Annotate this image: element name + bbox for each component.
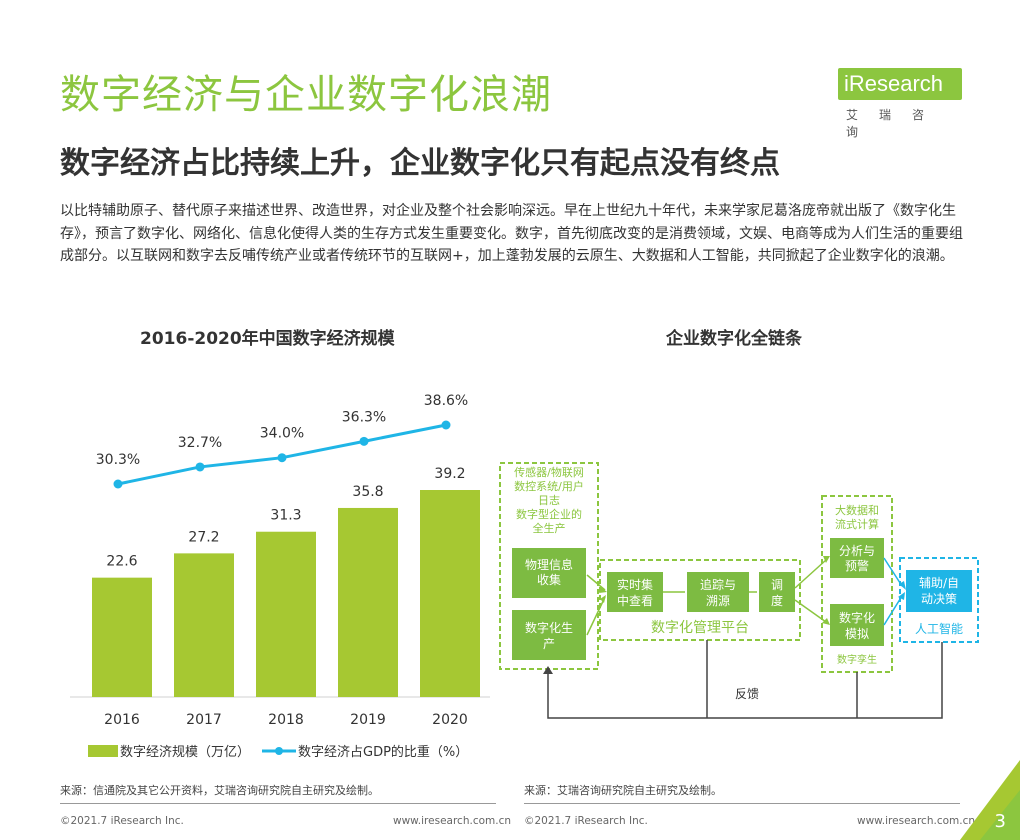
page-title: 数字经济与企业数字化浪潮 [60,72,552,118]
physical-info-line-1: 物理信息 [525,557,573,572]
gdp-share-label-2020: 38.6% [424,393,468,409]
arrow-to-analysis [794,559,827,589]
bar-chart-title: 2016-2020年中国数字经济规模 [140,329,395,349]
simulation-line-1: 数字化 [839,610,875,625]
bar-value-label-2019: 35.8 [352,484,383,500]
x-tick-2016: 2016 [104,712,140,728]
decision-line-2: 动决策 [921,592,957,606]
decision-line-1: 辅助/自 [919,576,959,590]
arrow-to-simulation [794,599,827,623]
arrowhead-produce [600,595,606,603]
realtime-box [607,572,663,612]
logo-cn: 艾瑞咨询 [846,108,946,139]
bar-2019 [338,507,398,697]
gdp-share-point-2016 [113,479,123,489]
feedback-line [547,642,943,719]
ai-label: 人工智能 [915,621,963,636]
arrowhead-analysis-decision [899,581,906,590]
legend-swatch-bars [88,745,118,757]
realtime-line-1: 实时集 [617,577,653,592]
feedback-arrowhead [543,666,553,674]
trace-line-1: 追踪与 [700,577,736,592]
right-divider [524,803,960,804]
sensor-line-4: 数字型企业的 [516,507,582,521]
legend-label-bars: 数字经济规模（万亿） [120,745,250,760]
left-copyright: ©2021.7 iResearch Inc. [60,815,184,827]
x-tick-2019: 2019 [350,712,386,728]
sensor-line-3: 日志 [538,494,560,507]
arrow-simulation-decision [883,595,903,626]
left-source: 来源：信通院及其它公开资料，艾瑞咨询研究院自主研究及绘制。 [60,784,379,797]
arrowhead-simulation-decision [898,592,905,600]
arrowhead-physical [599,587,607,593]
physical-info-line-2: 收集 [537,572,561,587]
page-number: 3 [994,811,1006,832]
page-subtitle: 数字经济占比持续上升，企业数字化只有起点没有终点 [60,146,780,181]
bar-value-label-2018: 31.3 [270,508,301,524]
dispatch-line-2: 度 [771,593,783,608]
gdp-share-point-2018 [277,453,287,463]
bar-2020 [420,490,480,697]
legend-line-marker [275,747,283,755]
digital-production-line-2: 产 [543,637,555,651]
gdp-share-point-2020 [441,420,451,430]
bar-value-label-2017: 27.2 [188,529,219,545]
arrow-produce [586,596,606,636]
physical-info-box [512,548,586,598]
trace-line-2: 溯源 [706,593,730,608]
digital-production-line-1: 数字化生 [525,620,573,635]
chain-diagram: 传感器/物联网 数控系统/用户 日志 数字型企业的 全生产 物理信息 收集 数字… [499,462,979,719]
bigdata-line-1: 大数据和 [835,503,879,517]
sensor-line-1: 传感器/物联网 [514,465,584,479]
diagram-title: 企业数字化全链条 [666,329,802,349]
decision-box [906,570,972,612]
dispatch-line-1: 调 [771,578,783,592]
x-tick-2017: 2017 [186,712,222,728]
digital-production-box [512,610,586,660]
bar-2017 [174,553,234,697]
bigdata-line-2: 流式计算 [835,517,879,531]
platform-group [599,559,801,641]
logo-wordmark: iResearch [838,68,962,100]
arrow-physical [586,574,606,591]
bar-value-label-2020: 39.2 [434,466,465,482]
simulation-line-2: 模拟 [845,627,869,641]
twin-label: 数字孪生 [837,653,877,666]
right-copyright: ©2021.7 iResearch Inc. [524,815,648,827]
iresearch-logo: iResearch 艾瑞咨询 [838,60,968,139]
realtime-line-2: 中查看 [617,593,653,608]
simulation-box [830,604,884,646]
analysis-line-1: 分析与 [839,544,875,558]
legend-label-line: 数字经济占GDP的比重（%） [298,744,468,760]
bar-2016 [92,577,152,697]
arrowhead-simulation [822,618,830,625]
gdp-share-label-2018: 34.0% [260,426,304,442]
intro-paragraph: 以比特辅助原子、替代原子来描述世界、改造世界，对企业及整个社会影响深远。早在上世… [60,203,963,264]
gdp-share-point-2017 [195,462,205,472]
gdp-share-point-2019 [359,436,369,446]
gdp-share-label-2019: 36.3% [342,409,386,425]
trace-box [687,572,749,612]
right-source: 来源：艾瑞咨询研究院自主研究及绘制。 [524,784,722,797]
arrowhead-analysis [823,556,830,563]
page-corner-decoration [960,760,1020,840]
x-tick-2018: 2018 [268,712,304,728]
platform-label: 数字化管理平台 [651,620,749,636]
arrow-analysis-decision [883,557,903,587]
right-website: www.iresearch.com.cn [857,815,976,827]
analysis-box [830,538,884,578]
bar-value-label-2016: 22.6 [106,554,137,570]
feedback-label: 反馈 [735,687,759,701]
gdp-share-label-2017: 32.7% [178,435,222,451]
analysis-line-2: 预警 [845,558,869,573]
left-website: www.iresearch.com.cn [393,815,512,827]
bar-line-chart: 22.6 2016 27.2 2017 31.3 2018 35.8 2019 39.2 2020… [70,393,490,760]
bar-2018 [256,531,316,697]
sensor-line-2: 数控系统/用户 [514,479,584,493]
x-tick-2020: 2020 [432,712,468,728]
left-divider [60,803,496,804]
dispatch-box [759,572,795,612]
sensor-line-5: 全生产 [533,521,566,535]
gdp-share-label-2016: 30.3% [96,452,140,468]
